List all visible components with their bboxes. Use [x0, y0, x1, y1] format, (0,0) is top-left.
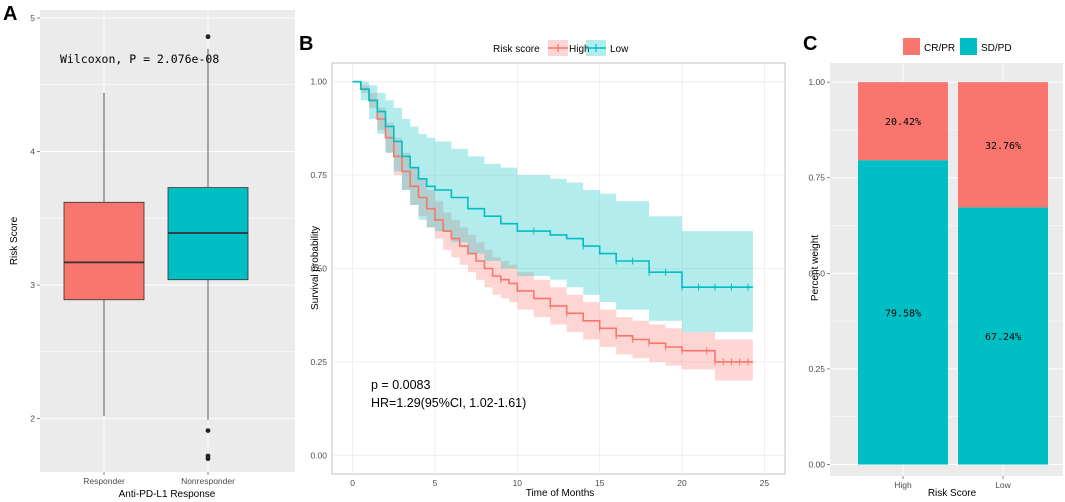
- panel-b-x-axis-title: Time of Months: [526, 488, 595, 499]
- panel-b-legend: Risk score High Low: [493, 40, 629, 56]
- bar-cr-pr-high: [858, 82, 948, 161]
- b-x-tick-label: 15: [595, 478, 605, 488]
- panel-b-y-axis-title: Survival probability: [310, 226, 321, 310]
- panel-c-y-axis-title: Percent weight: [810, 235, 821, 301]
- c-y-tick-label: 0.00: [808, 460, 825, 470]
- panel-b-censor-marks: [500, 227, 749, 366]
- legend-label-high: High: [569, 44, 590, 55]
- box-responder: [63, 201, 145, 301]
- panel-c-y-ticks: 0.00 0.25 0.50 0.75 1.00: [808, 77, 830, 470]
- panel-b: B 0.00 0.25 0.50 0.75 1.00 0 5 10 15 20 25 p = 0.…: [299, 33, 786, 499]
- panel-a-boxes: [63, 34, 249, 462]
- wilcoxon-annotation: Wilcoxon, P = 2.076e-08: [60, 52, 219, 66]
- b-y-tick-label: 0.50: [310, 264, 327, 274]
- panel-a-x-axis-title: Anti-PD-L1 Response: [119, 489, 216, 500]
- b-x-tick-label: 25: [760, 478, 770, 488]
- survival-curve-high: [352, 80, 753, 363]
- panel-a-x-ticks: Responder Nonresponder: [83, 472, 235, 486]
- bar-label-sd-pd-high: 79.58%: [885, 308, 921, 319]
- c-y-tick-label: 0.25: [808, 364, 825, 374]
- panel-letter-c: C: [803, 33, 817, 55]
- legend-key-cr-pr: [903, 38, 920, 55]
- panel-b-x-ticks: 0 5 10 15 20 25: [350, 478, 769, 488]
- panel-a-y-axis-title: Risk Score: [9, 216, 20, 265]
- a-y-tick-label: 4: [30, 147, 35, 157]
- bar-label-sd-pd-low: 67.24%: [985, 332, 1021, 343]
- b-y-tick-label: 0.00: [310, 450, 327, 460]
- ci-band-low: [352, 81, 753, 332]
- b-x-tick-label: 20: [677, 478, 687, 488]
- c-x-tick-label: Low: [995, 480, 1011, 490]
- panel-b-legend-title: Risk score: [493, 44, 540, 55]
- bar-label-cr-pr-low: 32.76%: [985, 141, 1021, 152]
- a-y-tick-label: 5: [30, 13, 35, 23]
- box-outlier-point: [205, 34, 211, 40]
- hazard-ratio-annotation: HR=1.29(95%CI, 1.02-1.61): [371, 396, 526, 410]
- c-y-tick-label: 0.75: [808, 173, 825, 183]
- panel-c-bars: [858, 82, 1048, 465]
- b-x-tick-label: 10: [513, 478, 523, 488]
- panel-letter-b: B: [299, 33, 313, 55]
- p-value-annotation: p = 0.0083: [371, 378, 430, 392]
- bar-cr-pr-low: [958, 82, 1048, 208]
- b-y-tick-label: 0.25: [310, 357, 327, 367]
- panel-b-gridlines: [332, 63, 785, 474]
- panel-b-y-ticks: 0.00 0.25 0.50 0.75 1.00: [310, 77, 327, 461]
- b-x-tick-label: 5: [433, 478, 438, 488]
- b-x-tick-label: 0: [350, 478, 355, 488]
- panel-letter-a: A: [3, 3, 17, 25]
- panel-a-y-ticks: 2 3 4 5: [30, 13, 40, 424]
- panel-c-x-ticks: High Low: [894, 476, 1012, 490]
- panel-c: C 20.42%79.58%32.76%67.24% 0.000.250.500…: [803, 33, 1063, 499]
- legend-label-low: Low: [610, 44, 629, 55]
- a-y-tick-label: 2: [30, 414, 35, 424]
- panel-c-bar-labels: 20.42% 79.58% 32.76% 67.24%: [885, 117, 1021, 343]
- c-y-tick-label: 0.50: [808, 268, 825, 278]
- panel-c-x-axis-title: Risk Score: [928, 488, 977, 499]
- legend-label-cr-pr: CR/PR: [924, 43, 955, 54]
- b-y-tick-label: 1.00: [310, 77, 327, 87]
- bar-sd-pd-high: [858, 160, 948, 465]
- c-x-tick-label: High: [894, 480, 912, 490]
- bar-label-cr-pr-high: 20.42%: [885, 117, 921, 128]
- panel-a: A Wilcoxon, P = 2.076e-08 2 3 4 5 Responder…: [3, 3, 295, 500]
- c-y-tick-label: 1.00: [808, 77, 825, 87]
- legend-key-sd-pd: [960, 38, 977, 55]
- box-outlier-point: [205, 456, 211, 462]
- a-x-tick-label: Nonresponder: [181, 476, 235, 486]
- b-y-tick-label: 0.75: [310, 170, 327, 180]
- panel-c-legend: CR/PR SD/PD: [903, 38, 1012, 55]
- bar-sd-pd-low: [958, 207, 1048, 465]
- a-x-tick-label: Responder: [83, 476, 125, 486]
- legend-label-sd-pd: SD/PD: [981, 43, 1012, 54]
- box-outlier-point: [205, 428, 211, 434]
- a-y-tick-label: 3: [30, 280, 35, 290]
